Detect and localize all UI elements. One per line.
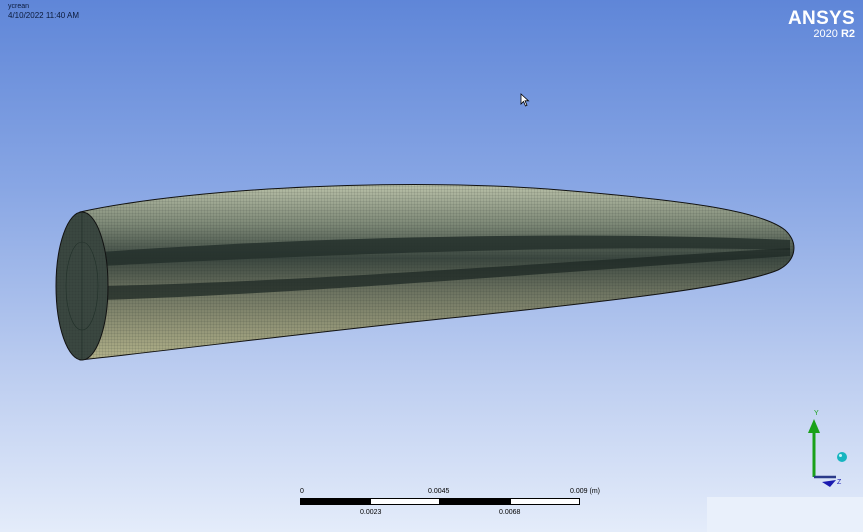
scale-end-value: 0.009 xyxy=(570,488,588,495)
axis-sphere xyxy=(837,452,847,462)
scale-label-quarter: 0.0023 xyxy=(360,509,382,516)
version-release: R2 xyxy=(840,28,855,40)
version-year: 2020 xyxy=(813,28,838,40)
axis-y-arrow xyxy=(808,419,820,433)
scale-label-end: 0.009 (m) xyxy=(570,488,600,495)
mesh-end-face[interactable] xyxy=(55,211,109,361)
scale-unit: (m) xyxy=(589,488,600,495)
axis-z-arrow xyxy=(822,480,836,487)
scale-segment-4 xyxy=(510,498,580,505)
scale-segment-3 xyxy=(440,498,510,505)
scale-label-three-quarter: 0.0068 xyxy=(499,509,521,516)
scale-label-0: 0 xyxy=(300,488,304,495)
axis-triad-icon[interactable]: Y Z xyxy=(800,405,856,495)
document-name: ycrean xyxy=(8,3,30,10)
corner-panel xyxy=(707,497,863,532)
scale-bar: 0 0.0045 0.009 (m) 0.0023 0.0068 xyxy=(300,480,600,522)
axis-y-label: Y xyxy=(814,410,819,417)
axis-z-label: Z xyxy=(837,479,842,486)
mesh-body[interactable] xyxy=(60,170,820,370)
viewport-header: ycrean 4/10/2022 11:40 AM xyxy=(8,3,79,20)
scale-label-mid: 0.0045 xyxy=(428,488,450,495)
timestamp: 4/10/2022 11:40 AM xyxy=(8,11,80,20)
brand-version: 2020 R2 xyxy=(788,28,855,41)
brand-name: ANSYS xyxy=(788,8,855,29)
ansys-logo: ANSYS 2020 R2 xyxy=(788,8,855,41)
mouse-cursor-icon xyxy=(520,93,530,107)
scale-segment-2 xyxy=(370,498,440,505)
scale-segment-1 xyxy=(300,498,370,505)
